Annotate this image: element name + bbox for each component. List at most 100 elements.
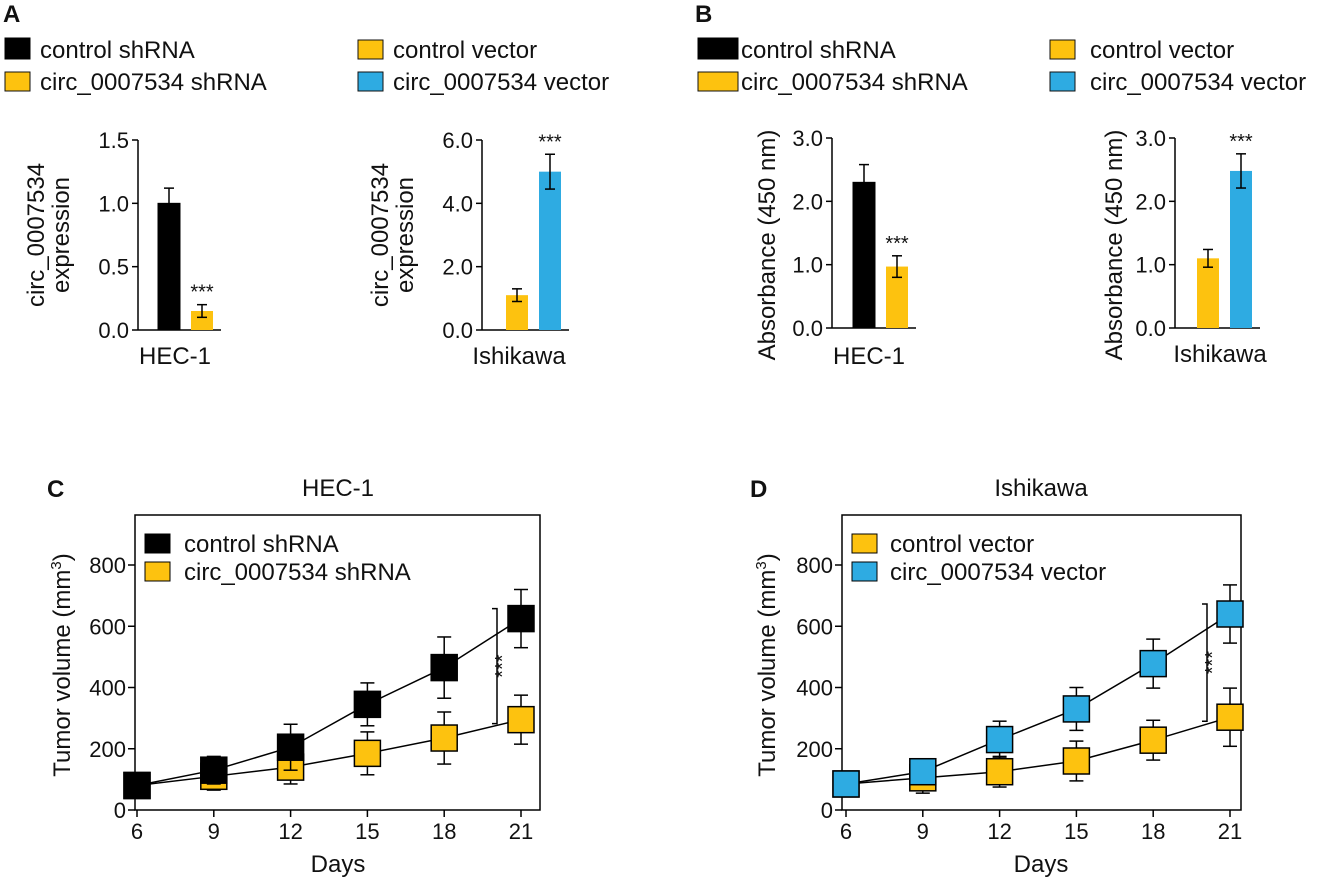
chart-title: HEC-1 (302, 475, 374, 502)
data-point (909, 757, 937, 786)
data-point (1216, 703, 1244, 731)
legend-swatch-circ-vector (357, 71, 384, 92)
legend-swatch (144, 533, 171, 554)
significance-bracket (492, 607, 498, 725)
data-point (123, 771, 151, 800)
data-point (276, 733, 305, 761)
legend-swatch (851, 561, 878, 582)
y-tick-label: 200 (89, 737, 126, 762)
group-label: HEC-1 (833, 343, 905, 370)
y-tick-label: 3.0 (1135, 126, 1166, 151)
legend-label-control-shrna: control shRNA (741, 37, 896, 64)
legend-swatch (144, 561, 171, 582)
data-point (1062, 695, 1091, 723)
y-tick-label: 1.0 (792, 253, 823, 278)
y-tick-label: 600 (796, 614, 833, 639)
data-point (1139, 649, 1167, 678)
data-point (1139, 726, 1167, 754)
legend-swatch-circ-vector (1049, 71, 1076, 92)
data-point (353, 739, 382, 768)
y-tick-label: 4.0 (442, 191, 473, 216)
data-point (1216, 600, 1244, 628)
plot-frame (134, 514, 541, 811)
data-point (832, 770, 860, 798)
data-point (430, 724, 458, 752)
series-line (136, 718, 522, 787)
x-tick-label: 15 (1064, 819, 1088, 844)
legend-label-circ-vector: circ_0007534 vector (393, 69, 609, 96)
x-tick-label: 21 (1218, 819, 1242, 844)
bar (852, 181, 876, 329)
y-tick-label: 200 (796, 737, 833, 762)
y-tick-label: 800 (89, 553, 126, 578)
legend-label-circ-shrna: circ_0007534 shRNA (741, 69, 968, 96)
data-point (1062, 747, 1091, 775)
x-tick-label: 21 (509, 819, 533, 844)
y-tick-label: 3.0 (792, 126, 823, 151)
y-tick-label: 400 (89, 676, 126, 701)
bar-chart-ishikawa-expression: 0.0 2.0 4.0 6.0 *** Ishikawa circ_0007534expre… (367, 128, 569, 370)
legend-label: circ_0007534 vector (890, 559, 1106, 586)
bar (157, 202, 181, 331)
data-point (200, 756, 228, 784)
bar-chart-hec1-absorbance: 0.0 1.0 2.0 3.0 *** HEC-1 Absorbance (450 nm) (754, 126, 916, 370)
significance-label: *** (1229, 131, 1253, 153)
legend-swatch-control-shrna (697, 37, 739, 60)
x-tick-label: 12 (278, 819, 302, 844)
y-tick-label: 1.5 (98, 128, 129, 153)
y-axis-title: circ_0007534 (23, 163, 50, 307)
line-chart-ishikawa-tumor-volume: 0 200 400 600 800 6 9 12 15 18 21 Ishikawa Days Tumor… (753, 475, 1244, 878)
y-axis-title: circ_0007534 (367, 163, 394, 307)
y-tick-label: 1.0 (1135, 253, 1166, 278)
y-axis-title: expression (48, 177, 75, 293)
y-tick-label: 0 (821, 798, 833, 823)
x-tick-label: 12 (987, 819, 1011, 844)
legend-swatch-circ-shrna (697, 71, 739, 92)
y-tick-label: 0.0 (1135, 316, 1166, 341)
panel-letter-c: C (47, 476, 64, 503)
bar (1230, 170, 1252, 328)
significance-bracket (1202, 603, 1208, 722)
y-tick-label: 1.0 (98, 191, 129, 216)
y-tick-label: 2.0 (1135, 189, 1166, 214)
legend-swatch-control-vector (1049, 39, 1076, 60)
x-tick-label: 18 (1141, 819, 1165, 844)
x-tick-label: 9 (917, 819, 929, 844)
data-point (507, 705, 535, 734)
x-tick-label: 9 (208, 819, 220, 844)
bar-chart-hec1-expression: 0.0 0.5 1.0 1.5 *** HEC-1 circ_0007534expressi… (23, 128, 221, 370)
y-axis-title: Absorbance (450 nm) (1101, 130, 1128, 361)
y-axis-title: Absorbance (450 nm) (754, 130, 781, 361)
legend-swatch-control-vector (357, 39, 384, 60)
legend-label-control-vector: control vector (1090, 37, 1234, 64)
legend-panel-b: control shRNA circ_0007534 shRNA control… (697, 37, 1306, 96)
plot-frame (841, 514, 1242, 811)
legend-label-circ-vector: circ_0007534 vector (1090, 69, 1306, 96)
group-label: Ishikawa (472, 343, 566, 370)
legend-label-control-shrna: control shRNA (40, 37, 195, 64)
data-point (985, 725, 1014, 754)
x-tick-label: 6 (131, 819, 143, 844)
significance-label: *** (492, 654, 514, 678)
legend-label: control shRNA (184, 531, 339, 558)
data-point (985, 757, 1014, 786)
y-axis-title: expression (392, 177, 419, 293)
y-axis-title: Tumor volume (mm3) (753, 553, 781, 776)
bar (886, 266, 908, 328)
x-tick-label: 18 (432, 819, 456, 844)
legend-label: circ_0007534 shRNA (184, 559, 411, 586)
x-tick-label: 6 (840, 819, 852, 844)
bar (539, 171, 561, 330)
y-axis-title: Tumor volume (mm3) (48, 553, 76, 776)
panel-letter-d: D (750, 476, 767, 503)
legend-swatch-control-shrna (4, 37, 31, 60)
group-label: HEC-1 (139, 343, 211, 370)
legend-swatch-circ-shrna (4, 71, 31, 92)
y-tick-label: 600 (89, 614, 126, 639)
x-tick-label: 15 (355, 819, 379, 844)
legend-label-control-vector: control vector (393, 37, 537, 64)
legend-label: control vector (890, 531, 1034, 558)
data-point (353, 690, 382, 719)
bar (506, 295, 528, 330)
series-line (845, 613, 1231, 785)
